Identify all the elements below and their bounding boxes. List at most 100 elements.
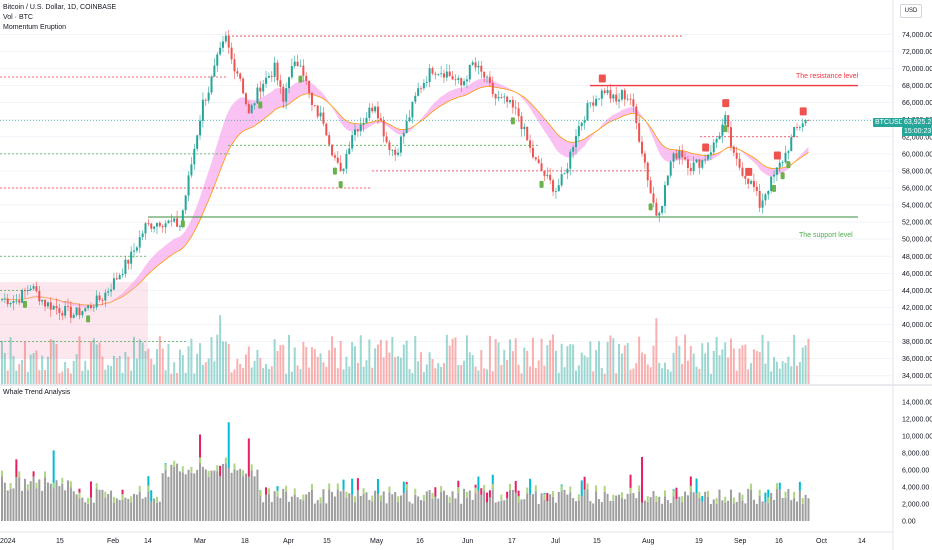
whale-bar: [216, 471, 219, 521]
whale-bar: [448, 502, 451, 521]
whale-bar-highlight: [265, 487, 268, 495]
candle-body: [468, 64, 471, 80]
volume-bar: [187, 346, 190, 384]
candle-body: [121, 274, 124, 276]
candle-body: [678, 150, 681, 159]
volume-bar: [715, 336, 718, 384]
whale-bar: [758, 495, 761, 521]
sub-y-tick-label: 2,000.00: [902, 502, 929, 509]
candle-body: [698, 159, 701, 168]
volume-bar: [537, 360, 540, 384]
whale-bar: [503, 500, 506, 521]
candle-body: [313, 104, 316, 106]
candle-body: [193, 148, 196, 165]
whale-bar-trend: [526, 487, 529, 494]
candle-body: [204, 99, 207, 101]
whale-bar-trend: [715, 497, 718, 504]
whale-bar: [84, 502, 87, 521]
whale-bar: [575, 501, 577, 521]
whale-bar: [517, 502, 520, 521]
whale-bar: [514, 492, 517, 521]
whale-bar: [557, 491, 560, 521]
whale-bar: [253, 476, 256, 521]
volume-bar: [801, 347, 804, 384]
volume-bar: [144, 351, 147, 384]
whale-bar: [689, 491, 692, 521]
volume-bar: [701, 343, 704, 384]
candle-body: [735, 152, 738, 159]
indicator-legend[interactable]: Momentum Eruption: [3, 24, 67, 31]
volume-bar: [32, 353, 35, 384]
whale-bar-highlight: [486, 492, 489, 503]
volume-bar: [540, 338, 543, 384]
whale-bar-trend: [95, 483, 98, 489]
whale-bar: [704, 491, 707, 521]
volume-legend[interactable]: Vol · BTC: [3, 14, 33, 21]
whale-bar-trend: [732, 497, 735, 504]
candle-body: [411, 101, 414, 118]
whale-bar-trend: [569, 486, 572, 493]
volume-bar: [414, 335, 417, 384]
whale-bar: [580, 496, 583, 521]
volume-bar: [606, 341, 609, 384]
candle-body: [124, 259, 127, 275]
candle-body: [420, 88, 423, 89]
whale-bar: [480, 494, 483, 521]
volume-bar: [1, 340, 3, 384]
volume-bar: [196, 353, 199, 384]
candle-body: [448, 71, 451, 77]
whale-bar: [672, 496, 675, 521]
volume-bar: [508, 339, 511, 384]
whale-bar: [196, 469, 199, 521]
volume-bar: [69, 373, 72, 384]
candle-body: [592, 102, 595, 106]
whale-bar-trend: [793, 491, 796, 498]
candle-body: [187, 175, 190, 196]
volume-bar: [310, 347, 313, 384]
volume-bar: [445, 334, 448, 384]
y-tick-label: 66,000.00: [902, 100, 932, 107]
whale-bar: [741, 500, 744, 521]
candle-body: [425, 82, 428, 83]
y-tick-label: 62,000.00: [902, 134, 932, 141]
whale-bar: [259, 496, 262, 521]
whale-bar: [729, 489, 732, 521]
symbol-legend[interactable]: Bitcoin / U.S. Dollar, 1D, COINBASE: [3, 4, 117, 11]
volume-bar: [322, 362, 325, 384]
volume-bar: [454, 337, 457, 384]
candle-body: [773, 174, 776, 177]
candle-body: [299, 65, 302, 67]
whale-bar-trend: [465, 491, 468, 498]
currency-button[interactable]: USD: [900, 4, 922, 18]
sub-y-tick-label: 10,000.00: [902, 434, 932, 441]
volume-bar: [21, 359, 24, 384]
volume-bar: [692, 353, 695, 384]
whale-bar: [187, 469, 190, 521]
volume-bar: [130, 370, 133, 384]
whale-bar: [325, 503, 328, 521]
candle-body: [29, 288, 32, 291]
volume-bar: [313, 349, 316, 384]
whale-bar: [153, 498, 156, 521]
whale-bar: [115, 498, 118, 521]
candle-body: [718, 135, 721, 140]
candle-body: [44, 299, 47, 307]
whale-bar: [738, 492, 741, 521]
whale-bar: [319, 503, 322, 521]
volume-bar: [190, 338, 193, 384]
volume-bar: [181, 355, 184, 384]
whale-bar: [164, 470, 167, 521]
candle-body: [250, 105, 253, 114]
y-tick-label: 74,000.00: [902, 32, 932, 39]
y-tick-label: 34,000.00: [902, 373, 932, 380]
volume-bar: [807, 338, 810, 384]
volume-bar: [153, 364, 156, 384]
whale-bar: [147, 491, 150, 521]
whale-bar-trend: [276, 490, 279, 497]
volume-bar: [376, 344, 379, 384]
volume-bar: [618, 343, 621, 384]
candle-body: [787, 151, 790, 153]
whale-legend[interactable]: Whale Trend Analysis: [3, 389, 71, 396]
whale-bar: [523, 499, 526, 521]
